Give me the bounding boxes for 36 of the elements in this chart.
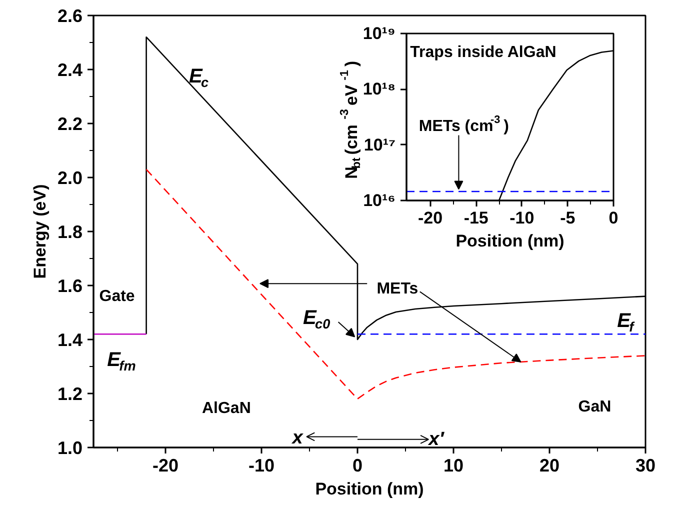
annotation: GaN: [578, 398, 612, 416]
y-tick-label: 1.0: [57, 438, 83, 458]
y-tick-label: 10¹⁷: [364, 135, 396, 154]
y-axis-title: Energy (eV): [30, 184, 50, 279]
x-axis-title: Position (nm): [315, 480, 424, 498]
y-tick-label: 10¹⁹: [362, 24, 396, 43]
x-axis-title: Position (nm): [456, 232, 564, 250]
x-tick-label: -20: [152, 456, 179, 476]
y-axis-title: Nbt (cm-3 eV-1): [338, 60, 364, 179]
x-tick-label: 10: [443, 456, 464, 476]
x-tick-label: 30: [635, 456, 656, 476]
x-tick-label: -5: [560, 208, 576, 228]
y-tick-label: 2.6: [57, 6, 83, 26]
y-tick-label: 1.8: [57, 222, 83, 242]
x-tick-label: -10: [248, 456, 275, 476]
y-tick-label: 2.4: [57, 60, 83, 80]
x-tick-label: 0: [608, 208, 618, 228]
annotation: METs: [376, 280, 418, 298]
y-tick-label: 1.6: [57, 276, 83, 296]
y-tick-label: 1.4: [57, 330, 83, 350]
annotation: Gate: [99, 288, 135, 305]
x-tick-label: 20: [539, 456, 560, 476]
x-tick-label: -15: [464, 208, 488, 228]
x-tick-label: -10: [510, 208, 534, 228]
x-tick-label: -20: [418, 208, 443, 228]
y-tick-label: 2.2: [57, 114, 83, 134]
y-tick-label: 10¹⁸: [362, 80, 396, 99]
line-series: [146, 168, 646, 400]
y-tick-label: 1.2: [57, 384, 83, 404]
y-tick-label: 10¹⁶: [363, 191, 396, 210]
annotation: Traps inside AlGaN: [410, 44, 556, 61]
y-tick-label: 2.0: [57, 168, 83, 188]
annotation: x′: [428, 428, 446, 450]
annotation: AlGaN: [202, 400, 251, 418]
x-tick-label: 0: [352, 456, 363, 476]
annotation: x: [291, 427, 304, 448]
